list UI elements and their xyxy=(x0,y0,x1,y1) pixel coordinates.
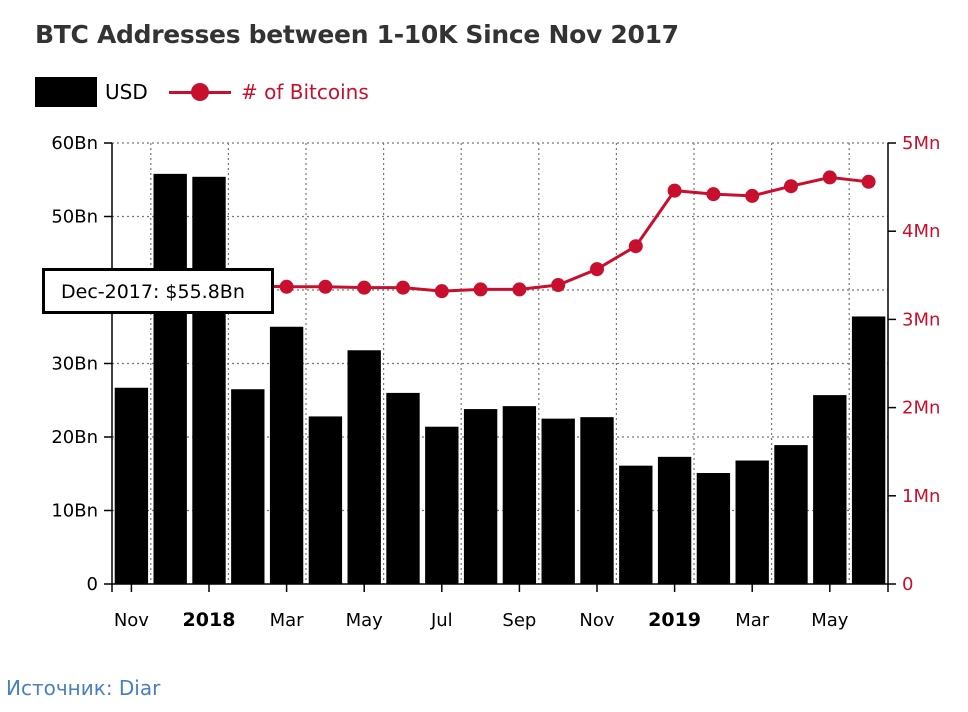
legend-usd-label[interactable]: USD xyxy=(105,80,148,104)
x-axis-tick-label: Mar xyxy=(735,610,770,631)
x-axis-tick-label: May xyxy=(811,610,849,631)
left-axis-tick-label: 60Bn xyxy=(51,133,98,154)
x-axis-tick-label: 2018 xyxy=(183,609,236,631)
x-axis-tick-label: Mar xyxy=(270,610,305,631)
left-axis-tick-label: 30Bn xyxy=(51,354,98,375)
left-axis-tick-label: 20Bn xyxy=(51,427,98,448)
bitcoins-point-jan-2019[interactable] xyxy=(667,183,682,198)
chart-title: BTC Addresses between 1-10K Since Nov 20… xyxy=(35,20,679,49)
right-axis-tick-label: 0 xyxy=(902,574,913,595)
bitcoins-point-apr-2018[interactable] xyxy=(318,279,333,294)
x-axis-tick-label: Jul xyxy=(430,610,453,631)
bar-may-2018[interactable] xyxy=(347,350,381,584)
bar-nov-2018[interactable] xyxy=(580,417,614,584)
x-axis-tick-label: May xyxy=(346,610,384,631)
left-axis-tick-label: 0 xyxy=(87,574,98,595)
bar-apr-2019[interactable] xyxy=(774,445,808,584)
bar-mar-2018[interactable] xyxy=(269,326,304,584)
x-axis-tick-label: Nov xyxy=(114,610,149,631)
x-axis-tick-label: Sep xyxy=(502,610,536,631)
bar-oct-2018[interactable] xyxy=(541,418,575,584)
bitcoins-point-aug-2018[interactable] xyxy=(473,282,488,297)
bar-may-2019[interactable] xyxy=(813,395,847,584)
bitcoins-point-nov-2018[interactable] xyxy=(590,262,604,277)
bar-nov-2017[interactable] xyxy=(114,387,149,584)
bitcoins-point-mar-2019[interactable] xyxy=(745,188,760,203)
right-axis-tick-label: 4Mn xyxy=(902,221,940,242)
bar-jun-2019[interactable] xyxy=(851,316,886,584)
bitcoins-point-may-2019[interactable] xyxy=(822,170,837,185)
bitcoins-point-oct-2018[interactable] xyxy=(551,278,566,293)
right-axis-tick-label: 1Mn xyxy=(902,486,940,507)
bar-sep-2018[interactable] xyxy=(502,406,537,584)
bar-dec-2018[interactable] xyxy=(619,465,653,584)
bitcoins-point-sep-2018[interactable] xyxy=(512,282,527,297)
left-axis-tick-label: 50Bn xyxy=(51,207,98,228)
right-axis-tick-label: 2Mn xyxy=(902,398,940,419)
left-axis-tick-label: 10Bn xyxy=(51,501,98,522)
tooltip-pointer xyxy=(152,258,174,269)
source-caption: Источник: Diar xyxy=(6,676,161,700)
bitcoins-point-jul-2018[interactable] xyxy=(434,284,449,299)
legend-bitcoins-label[interactable]: # of Bitcoins xyxy=(241,80,369,104)
bitcoins-point-may-2018[interactable] xyxy=(357,280,372,295)
bitcoins-point-jun-2018[interactable] xyxy=(396,280,410,295)
bar-dec-2017[interactable] xyxy=(153,173,187,584)
right-axis-tick-label: 5Mn xyxy=(902,133,940,154)
bitcoins-point-feb-2019[interactable] xyxy=(706,187,721,202)
bar-jun-2018[interactable] xyxy=(386,392,420,584)
legend-bitcoins-marker[interactable] xyxy=(191,83,209,101)
bitcoins-point-apr-2019[interactable] xyxy=(784,179,798,194)
bar-aug-2018[interactable] xyxy=(463,409,498,584)
bitcoins-point-dec-2018[interactable] xyxy=(628,239,643,254)
bar-jul-2018[interactable] xyxy=(425,426,459,584)
bitcoins-point-jun-2019[interactable] xyxy=(861,174,876,189)
bar-apr-2018[interactable] xyxy=(308,416,343,584)
bar-feb-2019[interactable] xyxy=(696,473,731,584)
x-axis-tick-label: Nov xyxy=(579,610,614,631)
bitcoins-point-mar-2018[interactable] xyxy=(279,279,294,294)
x-axis-tick-label: 2019 xyxy=(648,609,701,631)
bar-feb-2018[interactable] xyxy=(231,389,265,584)
bar-jan-2018[interactable] xyxy=(192,176,226,584)
right-axis-tick-label: 3Mn xyxy=(902,309,940,330)
bar-mar-2019[interactable] xyxy=(735,460,769,584)
bar-jan-2019[interactable] xyxy=(657,456,692,584)
legend-usd-swatch[interactable] xyxy=(35,77,97,107)
tooltip: Dec-2017: $55.8Bn xyxy=(42,268,274,314)
